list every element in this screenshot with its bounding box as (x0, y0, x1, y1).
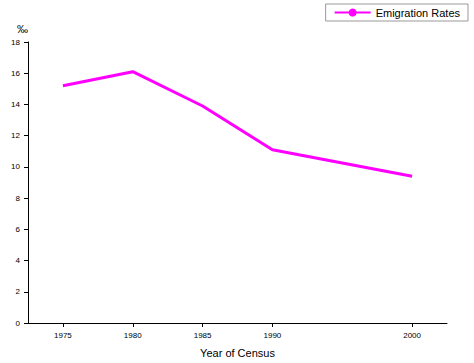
svg-text:1980: 1980 (124, 331, 142, 340)
svg-text:Year of Census: Year of Census (200, 347, 275, 359)
svg-text:Emigration Rates: Emigration Rates (376, 7, 461, 19)
svg-text:2: 2 (16, 287, 21, 296)
svg-text:16: 16 (11, 69, 20, 78)
svg-text:6: 6 (16, 225, 21, 234)
svg-text:0: 0 (16, 319, 21, 328)
svg-text:1985: 1985 (194, 331, 212, 340)
svg-text:18: 18 (11, 38, 20, 47)
svg-text:‰: ‰ (17, 23, 28, 35)
svg-text:1975: 1975 (54, 331, 72, 340)
svg-text:12: 12 (11, 131, 20, 140)
svg-text:2000: 2000 (403, 331, 421, 340)
svg-text:4: 4 (16, 256, 21, 265)
svg-text:14: 14 (11, 100, 20, 109)
svg-text:10: 10 (11, 162, 20, 171)
svg-text:8: 8 (16, 194, 21, 203)
svg-text:1990: 1990 (264, 331, 282, 340)
